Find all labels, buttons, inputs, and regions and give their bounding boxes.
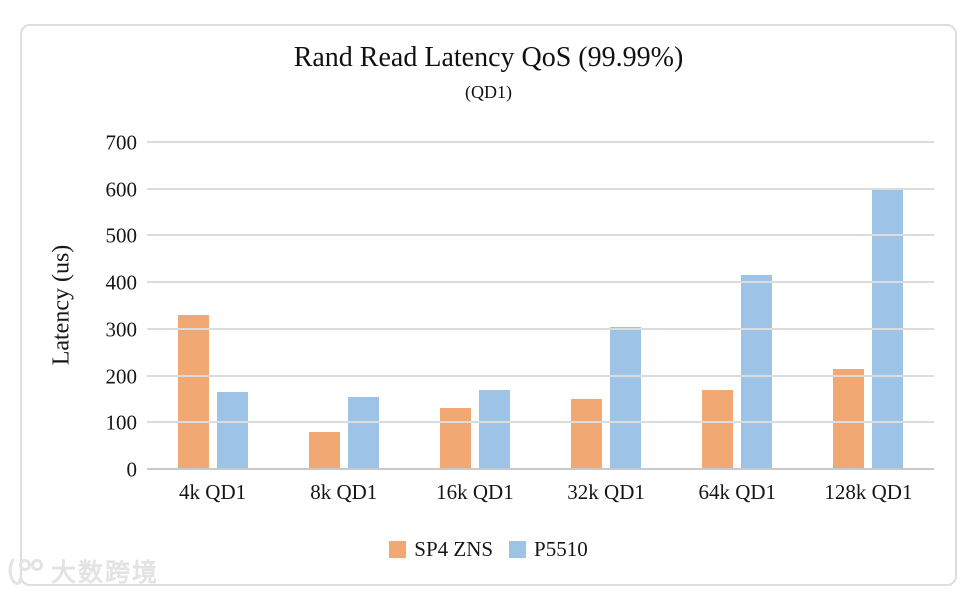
x-tick-label-64k-qd1: 64k QD1	[698, 480, 777, 504]
bar-p5510-4k-qd1	[216, 391, 248, 469]
legend-label-p5510: P5510	[534, 537, 588, 561]
bar-group-16k-qd1	[409, 142, 540, 469]
watermark: 大数跨境	[6, 553, 159, 589]
gridline-200	[147, 374, 934, 377]
y-tick-label-400: 400	[105, 270, 138, 295]
bar-group-128k-qd1	[803, 142, 934, 469]
bar-sp4-zns-16k-qd1	[439, 408, 471, 469]
legend-item-sp4-zns: SP4 ZNS	[389, 537, 493, 562]
bar-p5510-16k-qd1	[478, 389, 510, 469]
x-tick-label-32k-qd1: 32k QD1	[567, 480, 645, 504]
dashukuajing-logo-icon	[8, 558, 43, 585]
gridline-0	[147, 468, 934, 470]
bar-sp4-zns-128k-qd1	[833, 368, 865, 469]
bar-sp4-zns-8k-qd1	[308, 431, 340, 469]
y-tick-label-600: 600	[105, 177, 138, 202]
watermark-text: 大数跨境	[51, 560, 160, 587]
gridline-100	[147, 421, 934, 424]
legend-label-sp4-zns: SP4 ZNS	[414, 537, 494, 561]
gridline-500	[147, 234, 934, 237]
bar-p5510-64k-qd1	[741, 275, 773, 469]
x-tick-label-128k-qd1: 128k QD1	[824, 480, 913, 504]
bar-sp4-zns-4k-qd1	[177, 314, 209, 469]
bar-group-64k-qd1	[672, 142, 803, 469]
bar-groups	[147, 142, 934, 469]
y-tick-label-0: 0	[126, 457, 138, 482]
x-tick-label-16k-qd1: 16k QD1	[436, 480, 514, 504]
y-tick-label-100: 100	[105, 410, 138, 435]
gridline-300	[147, 327, 934, 330]
chart-title: Rand Read Latency QoS (99.99%)	[293, 42, 684, 73]
legend-swatch-sp4-zns	[389, 541, 407, 558]
legend-item-p5510: P5510	[509, 537, 588, 562]
bar-p5510-8k-qd1	[347, 396, 379, 469]
bar-group-32k-qd1	[541, 142, 672, 469]
y-axis-title: Latency (us)	[48, 244, 75, 366]
chart-frame: Rand Read Latency QoS (99.99%) (QD1) Lat…	[20, 24, 957, 586]
bar-group-4k-qd1	[147, 142, 278, 469]
y-tick-label-300: 300	[105, 317, 138, 342]
bar-sp4-zns-32k-qd1	[571, 398, 603, 469]
y-tick-label-500: 500	[105, 223, 138, 248]
legend-swatch-p5510	[509, 541, 527, 558]
bar-p5510-32k-qd1	[610, 326, 642, 469]
y-tick-label-200: 200	[105, 364, 138, 389]
bar-sp4-zns-64k-qd1	[702, 389, 734, 469]
gridline-700	[147, 141, 934, 143]
plot-area: 0 100 200 300 400 500 600 700	[106, 132, 934, 480]
legend: SP4 ZNS P5510	[22, 537, 955, 562]
x-tick-label-4k-qd1: 4k QD1	[179, 480, 247, 504]
gridline-600	[147, 187, 934, 190]
y-tick-label-700: 700	[105, 130, 138, 155]
bar-group-8k-qd1	[278, 142, 409, 469]
x-axis-labels: 4k QD1 8k QD1 16k QD1 32k QD1 64k QD1 128k QD…	[147, 480, 934, 505]
gridline-400	[147, 281, 934, 284]
chart-subtitle: (QD1)	[465, 82, 512, 102]
x-tick-label-8k-qd1: 8k QD1	[310, 480, 378, 504]
